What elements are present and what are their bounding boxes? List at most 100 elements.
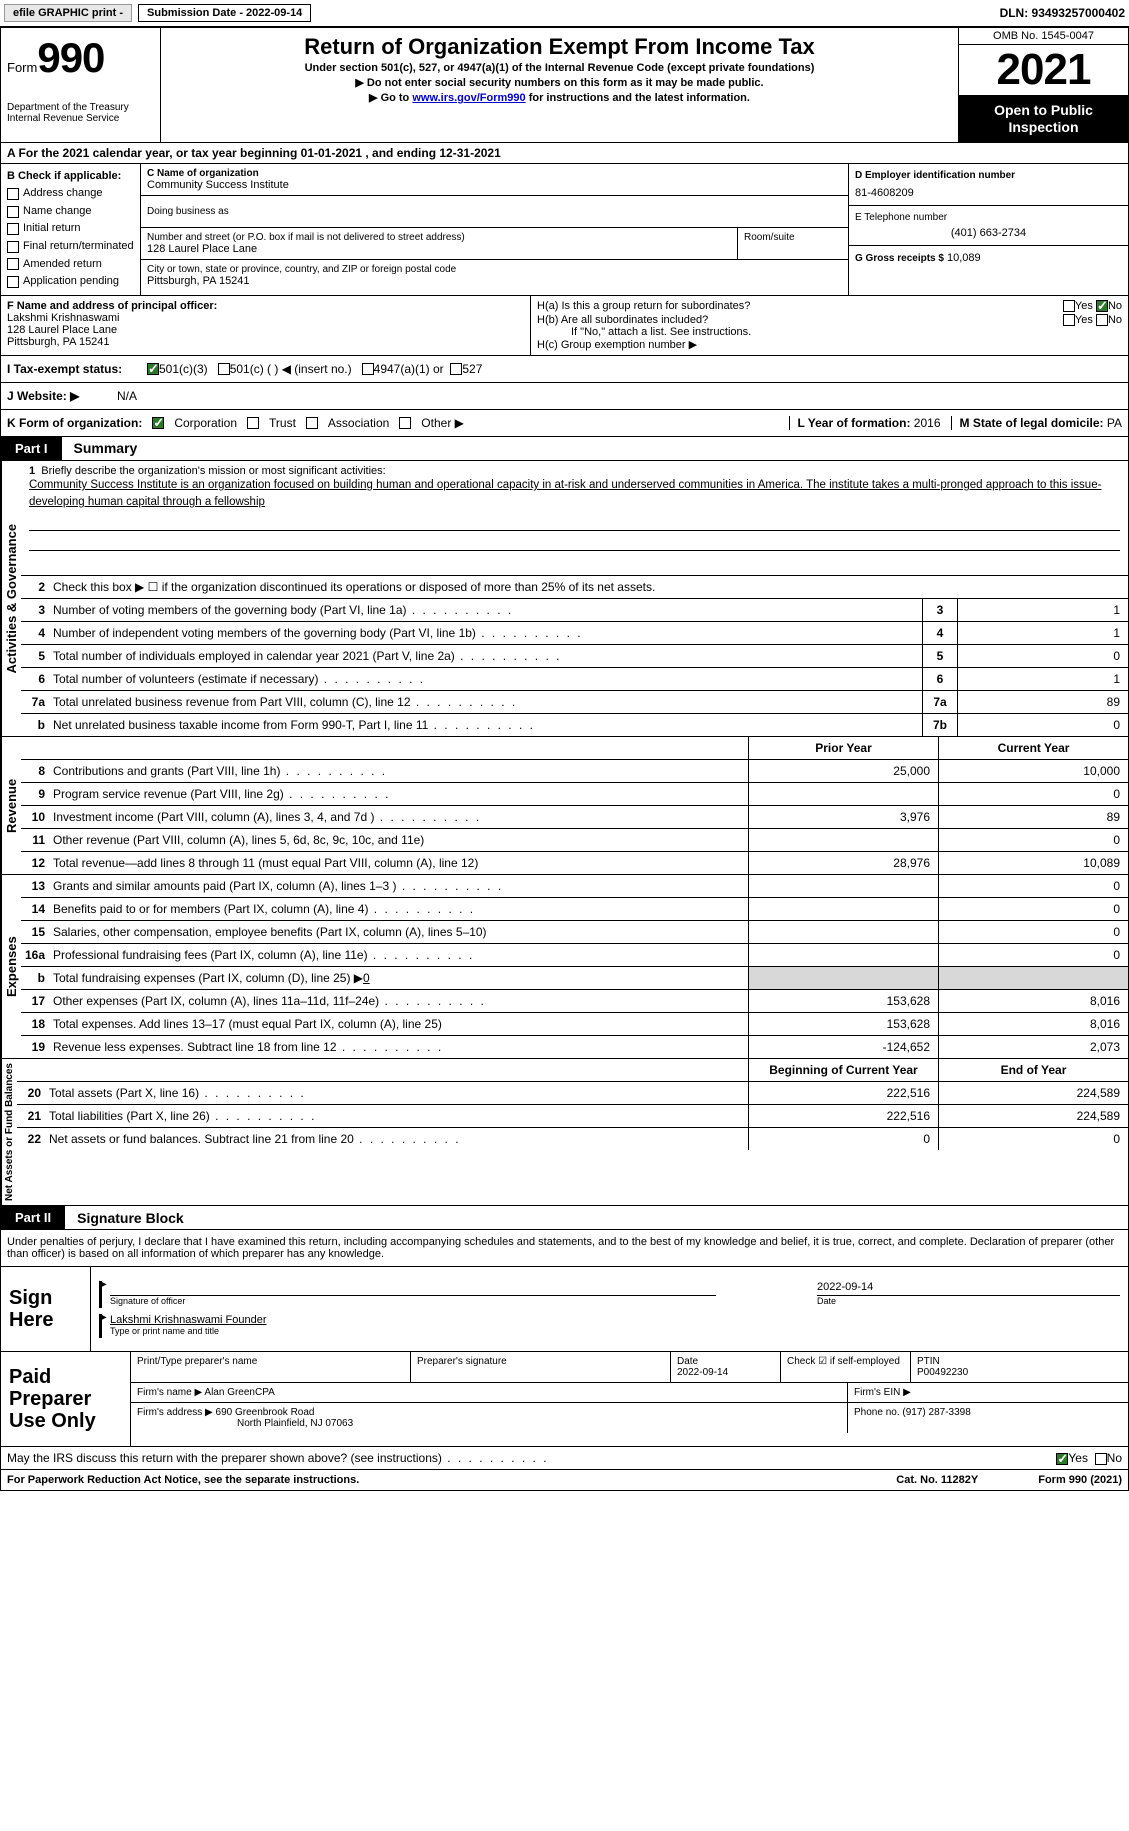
line-16b-prior-shaded xyxy=(748,967,938,989)
revenue-block: Revenue Prior Year Current Year 8Contrib… xyxy=(0,737,1129,875)
line-15-text: Salaries, other compensation, employee b… xyxy=(49,921,748,943)
ein-value: 81-4608209 xyxy=(855,187,1122,199)
final-return-checkbox[interactable] xyxy=(7,241,19,253)
line-3-value: 1 xyxy=(958,599,1128,621)
501c3-checkbox[interactable] xyxy=(147,363,159,375)
form-number: 990 xyxy=(37,34,104,81)
net-assets-section-label: Net Assets or Fund Balances xyxy=(1,1059,17,1205)
signer-name-label: Type or print name and title xyxy=(110,1326,1120,1336)
line-12-prior: 28,976 xyxy=(748,852,938,874)
footer: For Paperwork Reduction Act Notice, see … xyxy=(0,1470,1129,1491)
line-20-text: Total assets (Part X, line 16) xyxy=(45,1082,748,1104)
blank-line xyxy=(29,533,1120,551)
discuss-yes-label: Yes xyxy=(1068,1451,1088,1465)
firm-name: Alan GreenCPA xyxy=(204,1387,274,1398)
line-4-value: 1 xyxy=(958,622,1128,644)
line-13-current: 0 xyxy=(938,875,1128,897)
trust-checkbox[interactable] xyxy=(247,417,259,429)
efile-print-button[interactable]: efile GRAPHIC print - xyxy=(4,4,132,22)
discuss-no-checkbox[interactable] xyxy=(1095,1453,1107,1465)
h-c-label: H(c) Group exemption number ▶ xyxy=(537,338,1122,351)
paperwork-notice: For Paperwork Reduction Act Notice, see … xyxy=(7,1474,359,1486)
line-12-text: Total revenue—add lines 8 through 11 (mu… xyxy=(49,852,748,874)
mission-question: Briefly describe the organization's miss… xyxy=(41,465,385,477)
ha-no-checkbox[interactable] xyxy=(1096,300,1108,312)
activities-governance-label: Activities & Governance xyxy=(1,461,21,737)
name-change-checkbox[interactable] xyxy=(7,206,19,218)
revenue-section-label: Revenue xyxy=(1,737,21,874)
header-right: OMB No. 1545-0047 2021 Open to Public In… xyxy=(958,28,1128,142)
col-c: C Name of organization Community Success… xyxy=(141,164,848,295)
mission-row: 1 Briefly describe the organization's mi… xyxy=(21,461,1128,577)
ha-yes-checkbox[interactable] xyxy=(1063,300,1075,312)
527-checkbox[interactable] xyxy=(450,363,462,375)
line-20-beginning: 222,516 xyxy=(748,1082,938,1104)
prior-year-header: Prior Year xyxy=(748,737,938,759)
line-3-text: Number of voting members of the governin… xyxy=(49,599,922,621)
501c-label: 501(c) ( ) ◀ (insert no.) xyxy=(230,362,352,376)
hb-yes-checkbox[interactable] xyxy=(1063,314,1075,326)
col-right: D Employer identification number 81-4608… xyxy=(848,164,1128,295)
tax-exempt-status-row: I Tax-exempt status: 501(c)(3) 501(c) ( … xyxy=(0,356,1129,383)
k-row: K Form of organization: Corporation Trus… xyxy=(0,410,1129,437)
initial-return-checkbox[interactable] xyxy=(7,223,19,235)
address-change-checkbox[interactable] xyxy=(7,188,19,200)
corporation-checkbox[interactable] xyxy=(152,417,164,429)
501c-checkbox[interactable] xyxy=(218,363,230,375)
dept-treasury: Department of the Treasury xyxy=(7,102,154,113)
h-b-note: If "No," attach a list. See instructions… xyxy=(537,326,1122,338)
net-assets-block: Net Assets or Fund Balances Beginning of… xyxy=(0,1059,1129,1206)
end-year-header: End of Year xyxy=(938,1059,1128,1081)
irs-link[interactable]: www.irs.gov/Form990 xyxy=(412,92,525,104)
line-8-text: Contributions and grants (Part VIII, lin… xyxy=(49,760,748,782)
ptin-value: P00492230 xyxy=(917,1367,968,1378)
amended-return-label: Amended return xyxy=(23,256,102,274)
application-pending-checkbox[interactable] xyxy=(7,276,19,288)
line-19-prior: -124,652 xyxy=(748,1036,938,1058)
part-1-header: Part I Summary xyxy=(0,437,1129,461)
officer-addr2: Pittsburgh, PA 15241 xyxy=(7,336,524,348)
line-22-beginning: 0 xyxy=(748,1128,938,1150)
open-to-public: Open to Public Inspection xyxy=(959,96,1128,142)
firm-ein-label: Firm's EIN ▶ xyxy=(848,1383,1128,1402)
signature-officer-label: Signature of officer xyxy=(110,1295,716,1306)
line-9-prior xyxy=(748,783,938,805)
line-12-current: 10,089 xyxy=(938,852,1128,874)
line-14-current: 0 xyxy=(938,898,1128,920)
gross-receipts-label: G Gross receipts $ xyxy=(855,253,944,264)
4947-checkbox[interactable] xyxy=(362,363,374,375)
expenses-section-label: Expenses xyxy=(1,875,21,1058)
line-11-current: 0 xyxy=(938,829,1128,851)
hb-no-checkbox[interactable] xyxy=(1096,314,1108,326)
line-6-text: Total number of volunteers (estimate if … xyxy=(49,668,922,690)
line-9-current: 0 xyxy=(938,783,1128,805)
website-value: N/A xyxy=(117,389,137,403)
527-label: 527 xyxy=(462,362,482,376)
room-suite-label: Room/suite xyxy=(738,228,848,259)
line-4-text: Number of independent voting members of … xyxy=(49,622,922,644)
line-22-end: 0 xyxy=(938,1128,1128,1150)
l-label: L Year of formation: xyxy=(798,416,911,430)
line-17-current: 8,016 xyxy=(938,990,1128,1012)
firm-phone: (917) 287-3398 xyxy=(902,1407,970,1418)
corporation-label: Corporation xyxy=(174,416,237,430)
sign-date: 2022-09-14 xyxy=(817,1281,1120,1293)
form-footer-label: Form 990 (2021) xyxy=(1038,1474,1122,1486)
amended-return-checkbox[interactable] xyxy=(7,258,19,270)
line-22-text: Net assets or fund balances. Subtract li… xyxy=(45,1128,748,1150)
part-2-tab: Part II xyxy=(1,1206,65,1229)
other-checkbox[interactable] xyxy=(399,417,411,429)
cat-no: Cat. No. 11282Y xyxy=(896,1474,978,1486)
line-15-prior xyxy=(748,921,938,943)
line-18-text: Total expenses. Add lines 13–17 (must eq… xyxy=(49,1013,748,1035)
current-year-header: Current Year xyxy=(938,737,1128,759)
association-checkbox[interactable] xyxy=(306,417,318,429)
goto-suffix: for instructions and the latest informat… xyxy=(526,92,750,104)
blank-line xyxy=(29,513,1120,531)
irs-label: Internal Revenue Service xyxy=(7,113,154,124)
k-label: K Form of organization: xyxy=(7,416,142,430)
discuss-yes-checkbox[interactable] xyxy=(1056,1453,1068,1465)
line-7a-value: 89 xyxy=(958,691,1128,713)
line-5-text: Total number of individuals employed in … xyxy=(49,645,922,667)
line-18-current: 8,016 xyxy=(938,1013,1128,1035)
